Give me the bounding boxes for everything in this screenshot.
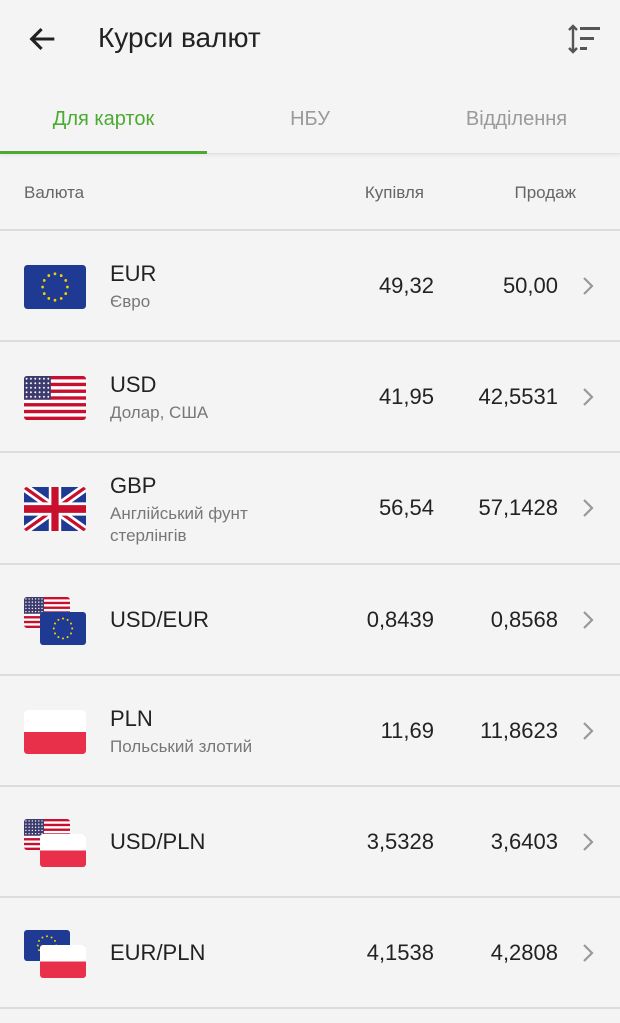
flag-icon xyxy=(24,807,88,877)
chevron-right-icon xyxy=(583,277,594,295)
flag-icon xyxy=(24,696,88,766)
divider xyxy=(0,1007,620,1009)
tab-bar: Для карток НБУ Відділення xyxy=(0,90,620,154)
flag-icon xyxy=(24,585,88,655)
column-currency: Валюта xyxy=(24,183,85,202)
buy-rate: 11,69 xyxy=(380,717,434,743)
page-title: Курси валют xyxy=(98,22,261,53)
chevron-right-icon xyxy=(583,499,594,518)
currency-code: GBP xyxy=(110,473,157,499)
buy-rate: 0,8439 xyxy=(366,606,434,632)
sell-rate: 0,8568 xyxy=(490,606,558,632)
tab-cards[interactable]: Для карток xyxy=(52,108,155,130)
buy-rate: 3,5328 xyxy=(366,829,434,854)
currency-code: EUR xyxy=(110,261,157,286)
currency-row[interactable]: USD Долар, США 41,95 42,5531 xyxy=(0,340,620,451)
sell-rate: 50,00 xyxy=(502,273,558,298)
flag-icon xyxy=(24,362,88,432)
flag-icon xyxy=(24,473,88,543)
currency-row[interactable]: EUR Євро 49,32 50,00 xyxy=(0,229,620,340)
chevron-right-icon xyxy=(583,722,594,740)
currency-name: Польський злотий xyxy=(110,736,253,756)
currency-name: Долар, США xyxy=(110,403,209,423)
sell-rate: 57,1428 xyxy=(478,495,558,521)
buy-rate: 56,54 xyxy=(378,495,434,521)
currency-code: USD/PLN xyxy=(110,829,206,854)
currency-row[interactable]: GBP Англійський фунт стерлінгів 56,54 57… xyxy=(0,451,620,562)
currency-code: PLN xyxy=(110,705,153,731)
currency-code: USD/EUR xyxy=(110,606,210,632)
chevron-right-icon xyxy=(583,610,594,629)
currency-row[interactable]: EUR/PLN 4,1538 4,2808 xyxy=(0,896,620,1007)
sell-rate: 3,6403 xyxy=(490,829,558,854)
column-buy: Купівля xyxy=(364,183,424,202)
currency-row[interactable]: PLN Польський злотий 11,69 11,8623 xyxy=(0,673,620,785)
tab-nbu[interactable]: НБУ xyxy=(290,108,330,130)
chevron-right-icon xyxy=(583,388,594,406)
flag-icon xyxy=(24,918,88,988)
active-tab-indicator xyxy=(0,151,207,154)
sell-rate: 4,2808 xyxy=(490,940,558,966)
sell-rate: 11,8623 xyxy=(480,717,558,743)
app-bar: Курси валют xyxy=(0,0,620,80)
buy-rate: 41,95 xyxy=(378,384,434,410)
currency-row[interactable]: USD/PLN 3,5328 3,6403 xyxy=(0,785,620,896)
chevron-right-icon xyxy=(583,833,594,851)
currency-code: EUR/PLN xyxy=(110,940,206,966)
buy-rate: 4,1538 xyxy=(366,940,434,966)
column-sell: Продаж xyxy=(514,183,576,202)
currency-name: Англійський фунт стерлінгів xyxy=(110,504,248,546)
currency-code: USD xyxy=(110,372,157,398)
tab-branches[interactable]: Відділення xyxy=(465,108,568,130)
sort-icon[interactable] xyxy=(566,24,602,54)
chevron-right-icon xyxy=(583,944,594,962)
sell-rate: 42,5531 xyxy=(478,384,558,410)
flag-icon xyxy=(24,251,88,321)
currency-name: Євро xyxy=(110,292,151,311)
currency-row[interactable]: USD/EUR 0,8439 0,8568 xyxy=(0,562,620,674)
arrow-left-icon[interactable] xyxy=(26,22,60,56)
buy-rate: 49,32 xyxy=(378,273,434,298)
